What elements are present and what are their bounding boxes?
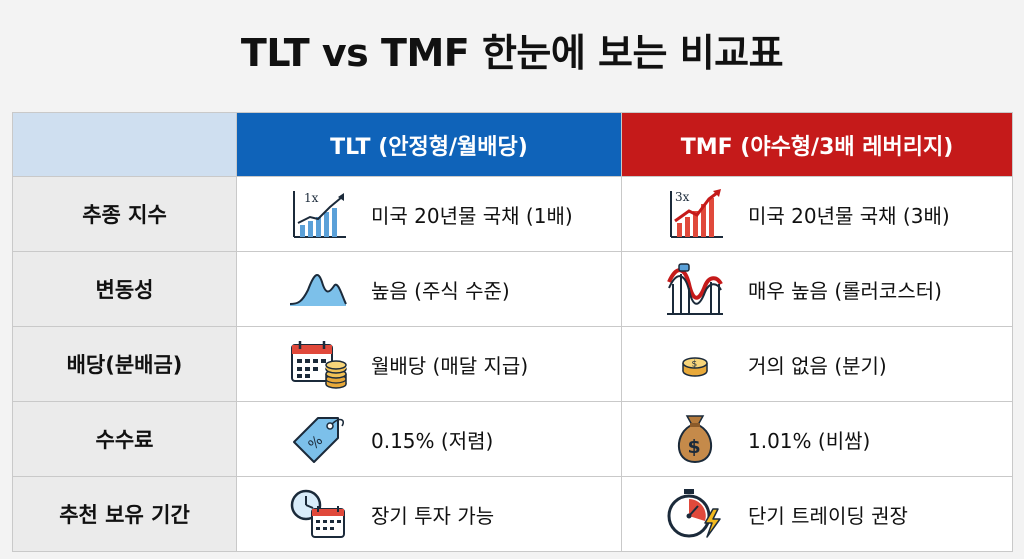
stopwatch-lightning-icon (664, 486, 726, 542)
row-label: 변동성 (12, 251, 237, 327)
price-tag-icon: % (287, 411, 349, 467)
clock-calendar-icon (287, 486, 349, 542)
svg-text:$: $ (692, 360, 698, 370)
table-header-row: TLT (안정형/월배당) TMF (야수형/3배 레버리지) (12, 112, 1013, 177)
tmf-value: 단기 트레이딩 권장 (748, 503, 908, 528)
tmf-value: 미국 20년물 국채 (3배) (748, 203, 950, 228)
tlt-value: 월배당 (매달 지급) (371, 353, 529, 378)
tmf-cell: 매우 높음 (롤러코스터) (621, 251, 1013, 327)
page-title: TLT vs TMF 한눈에 보는 비교표 (240, 31, 784, 75)
header-corner-cell (12, 112, 237, 177)
tlt-cell: 월배당 (매달 지급) (236, 326, 622, 402)
tmf-cell: 단기 트레이딩 권장 (621, 476, 1013, 552)
table-row: 배당(분배금) (12, 326, 1013, 402)
tlt-cell: 장기 투자 가능 (236, 476, 622, 552)
header-tlt: TLT (안정형/월배당) (236, 112, 622, 177)
table-row: 수수료 % 0.15% (저렴) (12, 401, 1013, 477)
tlt-cell: 1x 미국 20년물 국채 (1배) (236, 176, 622, 252)
chart-growth-3x-icon: 3x (664, 186, 726, 242)
tmf-cell: 3x 미국 20년물 국채 (3배) (621, 176, 1013, 252)
icon-label-1x: 1x (304, 191, 319, 205)
tmf-value: 1.01% (비쌈) (748, 428, 871, 453)
icon-label-3x: 3x (675, 190, 690, 204)
coin-stack-icon: $ (664, 336, 726, 392)
tmf-cell: $ 거의 없음 (분기) (621, 326, 1013, 402)
tlt-value: 장기 투자 가능 (371, 503, 495, 528)
header-tmf: TMF (야수형/3배 레버리지) (621, 112, 1013, 177)
table-row: 추종 지수 1x 미국 (12, 176, 1013, 252)
tlt-cell: % 0.15% (저렴) (236, 401, 622, 477)
roller-coaster-icon (664, 261, 726, 317)
table-row: 추천 보유 기간 (12, 476, 1013, 552)
tlt-value: 0.15% (저렴) (371, 428, 494, 453)
row-label: 추종 지수 (12, 176, 237, 252)
tmf-cell: $ 1.01% (비쌈) (621, 401, 1013, 477)
tlt-cell: 높음 (주식 수준) (236, 251, 622, 327)
tlt-value: 미국 20년물 국채 (1배) (371, 203, 573, 228)
tmf-value: 매우 높음 (롤러코스터) (748, 278, 942, 303)
money-bag-icon: $ (664, 411, 726, 467)
comparison-table: TLT (안정형/월배당) TMF (야수형/3배 레버리지) 추종 지수 (12, 112, 1013, 552)
svg-text:$: $ (688, 436, 701, 458)
row-label: 추천 보유 기간 (12, 476, 237, 552)
tlt-value: 높음 (주식 수준) (371, 278, 510, 303)
calendar-coins-icon (287, 336, 349, 392)
wave-icon (287, 261, 349, 317)
row-label: 수수료 (12, 401, 237, 477)
row-label: 배당(분배금) (12, 326, 237, 402)
table-row: 변동성 높음 (주식 수준) (12, 251, 1013, 327)
tmf-value: 거의 없음 (분기) (748, 353, 887, 378)
chart-growth-1x-icon: 1x (287, 186, 349, 242)
